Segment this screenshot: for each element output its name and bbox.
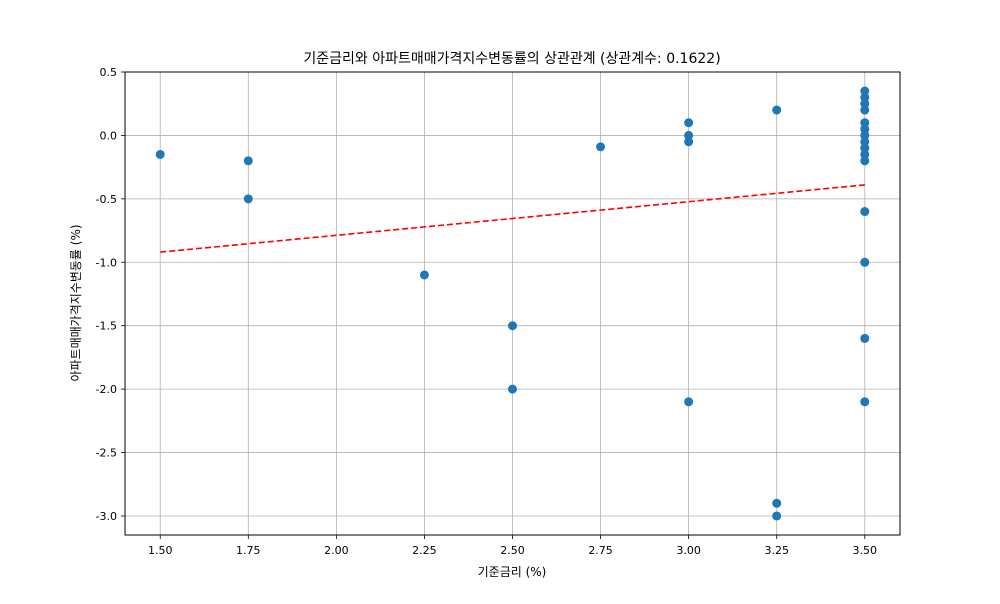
scatter-point bbox=[155, 149, 165, 159]
y-tick-label: -1.0 bbox=[96, 256, 117, 269]
scatter-point bbox=[772, 511, 782, 521]
scatter-point bbox=[860, 118, 870, 128]
y-tick-label: -0.5 bbox=[96, 193, 117, 206]
chart-title: 기준금리와 아파트매매가격지수변동률의 상관관계 (상관계수: 0.1622) bbox=[303, 51, 720, 67]
x-tick-label: 2.50 bbox=[500, 544, 525, 557]
scatter-point bbox=[860, 99, 870, 109]
scatter-point bbox=[860, 137, 870, 147]
x-axis-label: 기준금리 (%) bbox=[478, 565, 547, 579]
scatter-point bbox=[684, 118, 694, 128]
x-axis-ticks: 1.50 1.75 2.00 2.25 2.50 2.75 3.00 3.25 3.50 bbox=[148, 535, 877, 557]
y-tick-label: -3.0 bbox=[96, 510, 117, 523]
scatter-point bbox=[860, 143, 870, 153]
scatter-point bbox=[684, 397, 694, 407]
y-tick-label: 0.0 bbox=[100, 129, 118, 142]
y-axis-ticks: 0.5 0.0 -0.5 -1.0 -1.5 -2.0 -2.5 -3.0 bbox=[96, 66, 125, 523]
scatter-point bbox=[596, 142, 606, 152]
scatter-point bbox=[860, 86, 870, 96]
trendline-path bbox=[160, 184, 865, 253]
scatter-point bbox=[860, 92, 870, 102]
x-tick-label: 3.25 bbox=[764, 544, 789, 557]
y-axis-label: 아파트매매가격지수변동률 (%) bbox=[69, 224, 83, 381]
scatter-point bbox=[772, 105, 782, 115]
scatter-point bbox=[860, 333, 870, 343]
x-tick-label: 2.00 bbox=[324, 544, 349, 557]
scatter-point bbox=[419, 270, 429, 280]
y-tick-label: 0.5 bbox=[100, 66, 118, 79]
scatter-point bbox=[508, 384, 517, 394]
scatter-point bbox=[860, 105, 870, 115]
y-tick-label: -2.5 bbox=[96, 447, 117, 460]
scatter-point bbox=[860, 207, 870, 217]
trendline bbox=[160, 184, 865, 253]
scatter-point bbox=[684, 130, 694, 140]
scatter-point bbox=[684, 137, 694, 147]
scatter-point bbox=[860, 130, 870, 140]
scatter-point bbox=[243, 194, 253, 204]
x-tick-label: 2.25 bbox=[412, 544, 437, 557]
y-tick-label: -2.0 bbox=[96, 383, 117, 396]
data-points bbox=[155, 86, 870, 521]
y-tick-label: -1.5 bbox=[96, 320, 117, 333]
x-tick-label: 2.75 bbox=[588, 544, 613, 557]
scatter-point bbox=[772, 498, 782, 508]
scatter-point bbox=[508, 321, 517, 331]
scatter-point bbox=[860, 397, 870, 407]
x-tick-label: 1.75 bbox=[236, 544, 261, 557]
scatter-point bbox=[860, 257, 870, 267]
scatter-point bbox=[860, 156, 870, 166]
x-tick-label: 3.00 bbox=[676, 544, 701, 557]
x-tick-label: 3.50 bbox=[853, 544, 878, 557]
x-tick-label: 1.50 bbox=[148, 544, 173, 557]
scatter-point bbox=[243, 156, 253, 166]
scatter-point bbox=[860, 149, 870, 159]
scatter-point bbox=[860, 124, 870, 134]
